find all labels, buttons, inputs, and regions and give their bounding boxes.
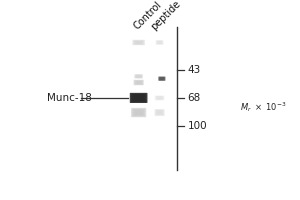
- FancyBboxPatch shape: [157, 97, 162, 99]
- Text: 100: 100: [188, 121, 207, 131]
- FancyBboxPatch shape: [132, 108, 145, 117]
- Text: 43: 43: [188, 65, 201, 75]
- FancyBboxPatch shape: [131, 108, 146, 117]
- FancyBboxPatch shape: [135, 41, 142, 44]
- FancyBboxPatch shape: [156, 96, 163, 100]
- FancyBboxPatch shape: [135, 80, 142, 85]
- FancyBboxPatch shape: [135, 96, 142, 100]
- Text: Control: Control: [132, 0, 164, 32]
- FancyBboxPatch shape: [135, 75, 142, 78]
- FancyBboxPatch shape: [156, 40, 164, 45]
- FancyBboxPatch shape: [157, 41, 162, 44]
- FancyBboxPatch shape: [154, 109, 165, 116]
- FancyBboxPatch shape: [160, 78, 164, 80]
- FancyBboxPatch shape: [131, 94, 146, 102]
- FancyBboxPatch shape: [133, 40, 144, 45]
- FancyBboxPatch shape: [130, 93, 148, 103]
- FancyBboxPatch shape: [134, 74, 143, 79]
- FancyBboxPatch shape: [134, 110, 143, 115]
- FancyBboxPatch shape: [136, 81, 142, 84]
- FancyBboxPatch shape: [136, 81, 141, 84]
- FancyBboxPatch shape: [134, 95, 144, 101]
- Text: $M_r\ \times\ 10^{-3}$: $M_r\ \times\ 10^{-3}$: [240, 100, 286, 114]
- FancyBboxPatch shape: [132, 40, 145, 45]
- FancyBboxPatch shape: [136, 75, 141, 77]
- FancyBboxPatch shape: [157, 41, 163, 44]
- Text: 68: 68: [188, 93, 201, 103]
- FancyBboxPatch shape: [134, 80, 143, 85]
- FancyBboxPatch shape: [133, 109, 144, 116]
- FancyBboxPatch shape: [155, 109, 164, 116]
- FancyBboxPatch shape: [156, 40, 163, 45]
- FancyBboxPatch shape: [158, 41, 162, 44]
- FancyBboxPatch shape: [160, 77, 164, 80]
- FancyBboxPatch shape: [158, 77, 166, 81]
- FancyBboxPatch shape: [135, 110, 142, 115]
- FancyBboxPatch shape: [156, 110, 163, 115]
- FancyBboxPatch shape: [135, 74, 142, 78]
- FancyBboxPatch shape: [134, 40, 143, 45]
- FancyBboxPatch shape: [155, 96, 164, 100]
- Text: peptide: peptide: [149, 0, 182, 32]
- Text: Munc-18: Munc-18: [47, 93, 92, 103]
- FancyBboxPatch shape: [136, 75, 141, 78]
- FancyBboxPatch shape: [159, 77, 165, 81]
- FancyBboxPatch shape: [136, 41, 142, 44]
- FancyBboxPatch shape: [132, 94, 145, 102]
- FancyBboxPatch shape: [157, 111, 162, 114]
- FancyBboxPatch shape: [134, 80, 144, 85]
- FancyBboxPatch shape: [156, 110, 164, 115]
- FancyBboxPatch shape: [157, 96, 163, 99]
- FancyBboxPatch shape: [155, 96, 164, 100]
- FancyBboxPatch shape: [159, 77, 165, 80]
